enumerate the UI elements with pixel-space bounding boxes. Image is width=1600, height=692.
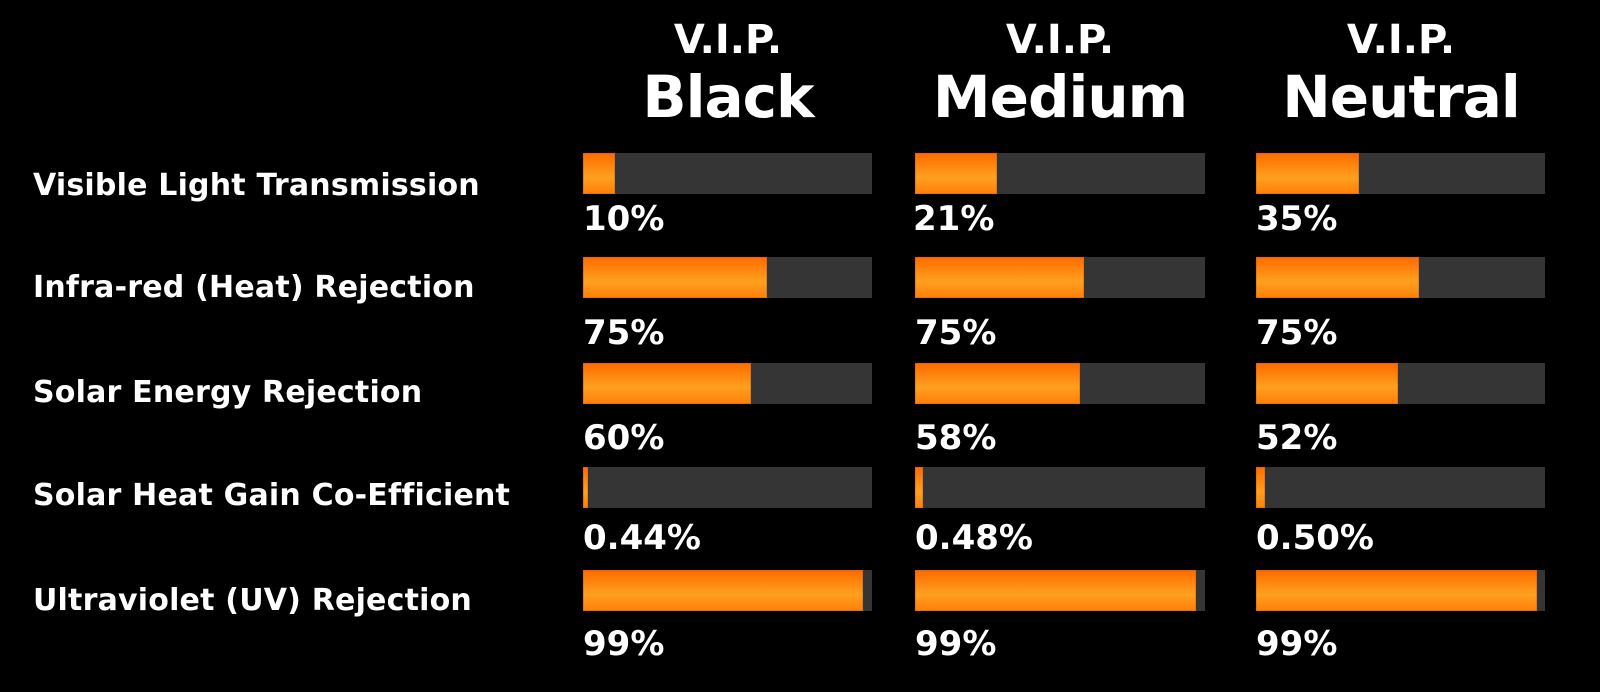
value-label: 0.48% bbox=[915, 518, 1033, 558]
row-label-solar-energy: Solar Energy Rejection bbox=[33, 375, 423, 410]
bar-fill bbox=[1256, 467, 1265, 508]
bar-track bbox=[915, 570, 1205, 611]
bar-fill bbox=[915, 570, 1196, 611]
column-prefix: V.I.P. bbox=[1005, 17, 1115, 63]
column-prefix: V.I.P. bbox=[673, 17, 783, 63]
column-name: Neutral bbox=[1282, 63, 1521, 131]
value-label: 58% bbox=[915, 418, 997, 458]
bar-track bbox=[583, 257, 872, 298]
value-label: 75% bbox=[915, 313, 997, 353]
bar-track bbox=[915, 363, 1205, 404]
value-label: 99% bbox=[583, 624, 665, 664]
bar-fill bbox=[915, 363, 1080, 404]
bar-track bbox=[583, 467, 872, 508]
bar-fill bbox=[583, 153, 615, 194]
value-label: 10% bbox=[583, 199, 665, 239]
bar-track bbox=[915, 153, 1205, 194]
bar-track bbox=[583, 363, 872, 404]
value-label: 75% bbox=[583, 313, 665, 353]
value-label: 60% bbox=[583, 418, 665, 458]
row-label-uv: Ultraviolet (UV) Rejection bbox=[33, 583, 472, 618]
bar-fill bbox=[583, 363, 751, 404]
value-label: 0.44% bbox=[583, 518, 701, 558]
bar-track bbox=[583, 153, 872, 194]
row-label-shgc: Solar Heat Gain Co-Efficient bbox=[33, 478, 511, 513]
bar-fill bbox=[915, 153, 997, 194]
value-label: 52% bbox=[1256, 418, 1338, 458]
bar-fill bbox=[1256, 153, 1359, 194]
bar-track bbox=[1256, 363, 1545, 404]
bar-track bbox=[1256, 153, 1545, 194]
row-label-visible-light: Visible Light Transmission bbox=[33, 168, 480, 203]
value-label: 35% bbox=[1256, 199, 1338, 239]
bar-fill bbox=[915, 257, 1084, 298]
bar-fill bbox=[583, 570, 863, 611]
bar-fill bbox=[915, 467, 923, 508]
value-label: 99% bbox=[915, 624, 997, 664]
bar-fill bbox=[1256, 363, 1398, 404]
column-name: Black bbox=[642, 63, 814, 131]
bar-fill bbox=[1256, 257, 1419, 298]
bar-fill bbox=[583, 467, 588, 508]
bar-fill bbox=[1256, 570, 1537, 611]
bar-track bbox=[915, 467, 1205, 508]
column-name: Medium bbox=[932, 63, 1188, 131]
bar-track bbox=[1256, 570, 1545, 611]
bar-track bbox=[1256, 467, 1545, 508]
value-label: 99% bbox=[1256, 624, 1338, 664]
bar-track bbox=[583, 570, 872, 611]
column-header-black: V.I.P. Black bbox=[583, 20, 873, 126]
row-label-infrared: Infra-red (Heat) Rejection bbox=[33, 270, 475, 305]
value-label: 75% bbox=[1256, 313, 1338, 353]
bar-track bbox=[915, 257, 1205, 298]
bar-fill bbox=[583, 257, 767, 298]
column-header-neutral: V.I.P. Neutral bbox=[1256, 20, 1546, 126]
value-label: 0.50% bbox=[1256, 518, 1374, 558]
value-label: 21% bbox=[913, 199, 995, 239]
column-prefix: V.I.P. bbox=[1346, 17, 1456, 63]
column-header-medium: V.I.P. Medium bbox=[915, 20, 1205, 126]
bar-track bbox=[1256, 257, 1545, 298]
